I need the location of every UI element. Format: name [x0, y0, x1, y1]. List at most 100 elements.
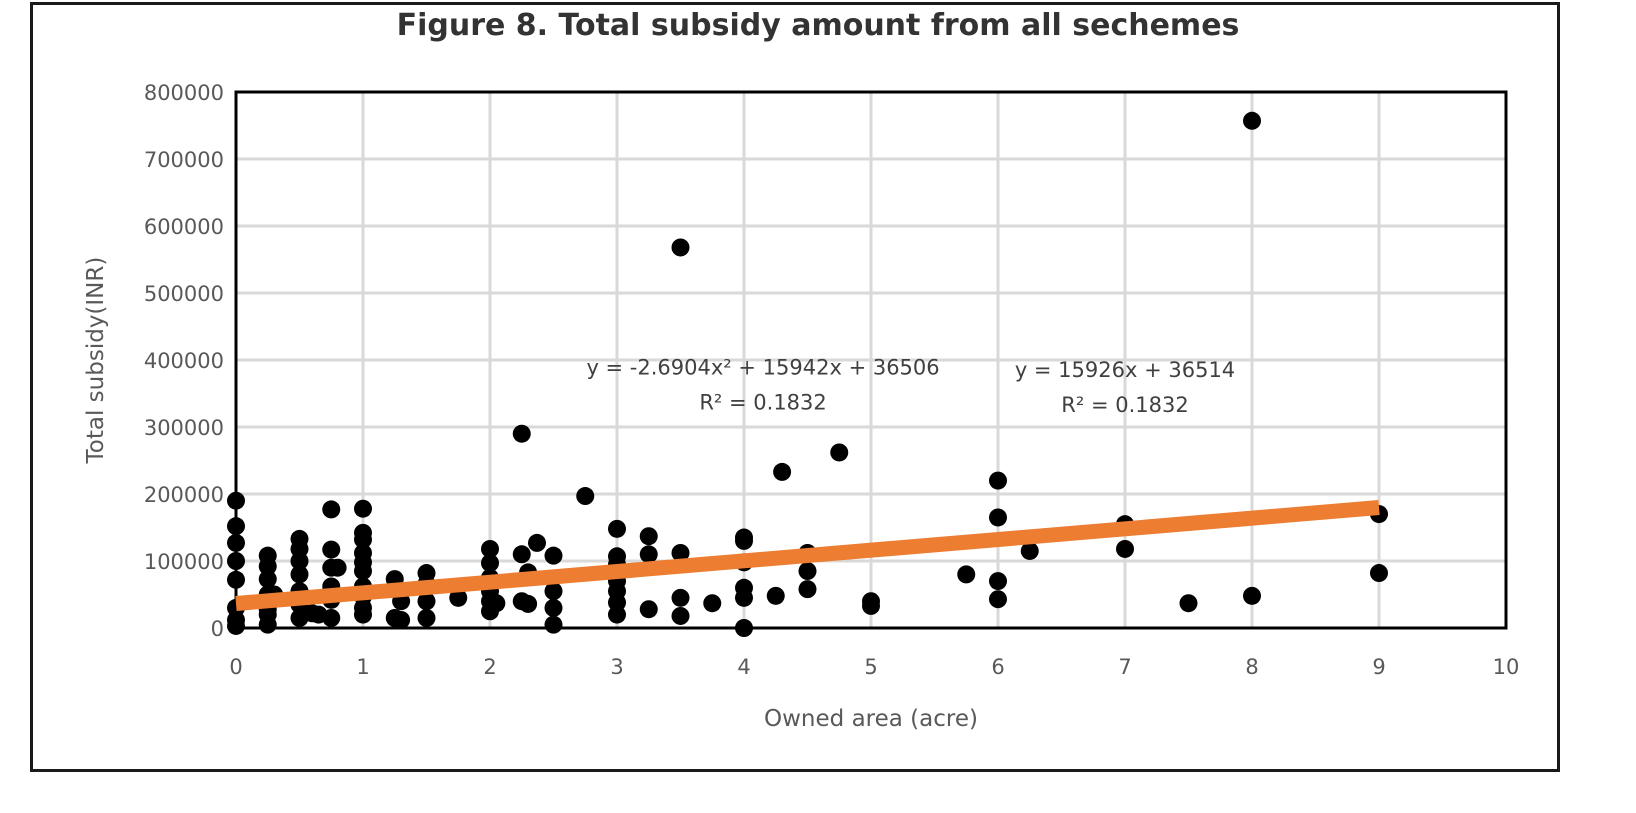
data-point [258, 570, 277, 589]
data-point [354, 562, 372, 581]
data-point [989, 508, 1007, 527]
x-tick-label: 2 [483, 655, 496, 679]
data-point [354, 499, 372, 518]
data-point [417, 608, 436, 627]
y-tick-label: 500000 [144, 282, 224, 306]
data-point [449, 588, 468, 607]
y-tick-label: 200000 [144, 483, 224, 507]
data-point [544, 546, 563, 565]
data-point [735, 619, 753, 637]
linear-equation-label: y = 15926x + 36514 [1015, 358, 1235, 382]
data-point [487, 594, 506, 613]
y-tick-label: 100000 [144, 550, 224, 574]
data-point [608, 605, 626, 624]
chart-title: Figure 8. Total subsidy amount from all … [396, 8, 1240, 43]
x-tick-label: 8 [1245, 655, 1258, 679]
data-point [354, 605, 372, 624]
x-tick-label: 7 [1118, 655, 1131, 679]
data-point [544, 598, 563, 617]
data-point [227, 533, 245, 552]
linear-trendline [235, 500, 1380, 612]
data-point [227, 616, 245, 635]
data-point [290, 552, 309, 570]
y-tick-label: 800000 [144, 81, 224, 105]
data-point [639, 527, 658, 546]
y-tick-label: 300000 [144, 416, 224, 440]
trendlines [235, 500, 1380, 612]
chart-frame [30, 2, 1560, 772]
data-point [576, 487, 595, 506]
y-tick-label: 0 [211, 617, 224, 641]
data-point [322, 500, 341, 519]
data-point [512, 545, 531, 564]
data-point [322, 540, 341, 559]
y-axis-title: Total subsidy(INR) [83, 257, 109, 465]
data-point [227, 552, 245, 570]
linear-r2-label: R² = 0.1832 [1061, 393, 1188, 417]
x-tick-label: 10 [1493, 655, 1520, 679]
data-point [544, 582, 563, 601]
data-point [798, 580, 817, 599]
plot-area-border [234, 90, 1508, 630]
data-point [989, 590, 1007, 609]
data-point [544, 615, 563, 634]
x-tick-label: 0 [229, 655, 242, 679]
data-point [1020, 541, 1039, 560]
data-point [639, 545, 658, 564]
x-axis-title: Owned area (acre) [764, 706, 978, 732]
data-point [766, 586, 785, 605]
data-point [258, 557, 277, 576]
data-point [1243, 111, 1261, 130]
data-point [258, 615, 277, 634]
data-points [227, 111, 1388, 637]
data-point [639, 600, 658, 619]
data-point [392, 610, 411, 629]
x-tick-label: 4 [737, 655, 750, 679]
data-point [322, 608, 341, 627]
data-point [519, 594, 538, 613]
data-point [512, 424, 531, 443]
data-point [830, 443, 849, 462]
data-point [862, 596, 880, 615]
x-tick-label: 5 [864, 655, 877, 679]
x-tick-label: 3 [610, 655, 623, 679]
data-point [735, 588, 753, 607]
grid-lines [234, 90, 1508, 630]
x-tick-label: 6 [991, 655, 1004, 679]
data-point [481, 554, 499, 573]
data-point [671, 606, 690, 625]
data-point [328, 558, 347, 577]
data-point [608, 519, 626, 538]
data-point [1116, 539, 1134, 558]
data-point [354, 530, 372, 549]
data-point [957, 565, 976, 584]
poly-equation-label: y = -2.6904x² + 15942x + 36506 [586, 356, 939, 380]
data-point [417, 592, 436, 611]
data-point [989, 572, 1007, 591]
equation-annotations: y = -2.6904x² + 15942x + 36506 R² = 0.183… [586, 356, 1235, 417]
data-point [1370, 564, 1388, 583]
data-point [290, 565, 309, 584]
data-point [798, 562, 817, 581]
y-axis-ticks: 0 100000 200000 300000 400000 500000 600000 700… [144, 81, 224, 641]
y-tick-label: 600000 [144, 215, 224, 239]
data-point [671, 238, 690, 257]
data-point [227, 570, 245, 589]
x-tick-label: 9 [1372, 655, 1385, 679]
x-axis-ticks: 0 1 2 3 4 5 6 7 8 9 10 [229, 655, 1519, 679]
data-point [527, 533, 546, 552]
data-point [703, 594, 722, 613]
data-point [735, 531, 753, 550]
x-tick-label: 1 [356, 655, 369, 679]
data-point [1179, 594, 1198, 613]
y-tick-label: 700000 [144, 148, 224, 172]
poly-r2-label: R² = 0.1832 [699, 391, 826, 415]
data-point [227, 517, 245, 536]
data-point [671, 543, 690, 562]
data-point [989, 471, 1007, 490]
data-point [227, 491, 245, 510]
data-point [1243, 586, 1261, 605]
data-point [481, 539, 499, 558]
y-tick-label: 400000 [144, 349, 224, 373]
